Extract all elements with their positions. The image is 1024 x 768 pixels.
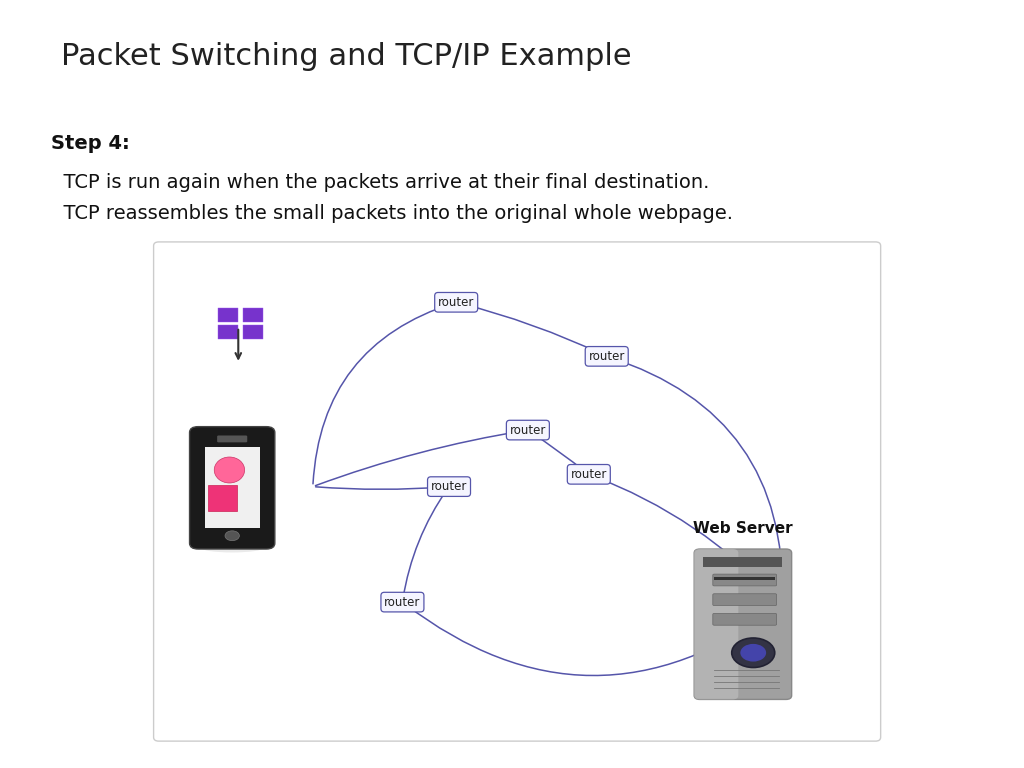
- Bar: [208, 485, 237, 511]
- Bar: [243, 325, 262, 339]
- Circle shape: [732, 638, 775, 667]
- FancyBboxPatch shape: [713, 594, 776, 605]
- FancyBboxPatch shape: [217, 435, 247, 442]
- FancyBboxPatch shape: [189, 427, 274, 549]
- Bar: [218, 325, 239, 339]
- Text: router: router: [589, 350, 625, 362]
- Text: Step 4:: Step 4:: [51, 134, 130, 154]
- Text: router: router: [438, 296, 474, 309]
- Text: Packet Switching and TCP/IP Example: Packet Switching and TCP/IP Example: [61, 42, 632, 71]
- Ellipse shape: [214, 457, 245, 483]
- Text: Web Server: Web Server: [693, 521, 793, 536]
- FancyBboxPatch shape: [694, 549, 792, 700]
- FancyBboxPatch shape: [154, 242, 881, 741]
- Bar: [715, 577, 775, 580]
- Bar: [205, 447, 260, 528]
- Bar: [218, 308, 239, 322]
- Text: router: router: [384, 596, 421, 608]
- Circle shape: [740, 644, 766, 661]
- FancyArrowPatch shape: [315, 487, 446, 489]
- Text: router: router: [570, 468, 607, 481]
- FancyArrowPatch shape: [459, 303, 604, 355]
- FancyArrowPatch shape: [404, 604, 780, 676]
- FancyArrowPatch shape: [609, 357, 782, 602]
- Bar: [243, 308, 262, 322]
- FancyArrowPatch shape: [315, 431, 525, 485]
- Text: TCP reassembles the small packets into the original whole webpage.: TCP reassembles the small packets into t…: [51, 204, 733, 223]
- Bar: [703, 557, 782, 567]
- FancyArrowPatch shape: [530, 432, 587, 472]
- FancyArrowPatch shape: [313, 303, 454, 484]
- Ellipse shape: [202, 544, 263, 552]
- Text: router: router: [510, 424, 546, 436]
- Text: router: router: [431, 480, 467, 493]
- FancyArrowPatch shape: [592, 475, 780, 603]
- Circle shape: [225, 531, 240, 541]
- FancyArrowPatch shape: [402, 489, 447, 599]
- Text: TCP is run again when the packets arrive at their final destination.: TCP is run again when the packets arrive…: [51, 173, 710, 192]
- FancyBboxPatch shape: [713, 614, 776, 625]
- FancyBboxPatch shape: [694, 549, 738, 700]
- FancyBboxPatch shape: [713, 574, 776, 586]
